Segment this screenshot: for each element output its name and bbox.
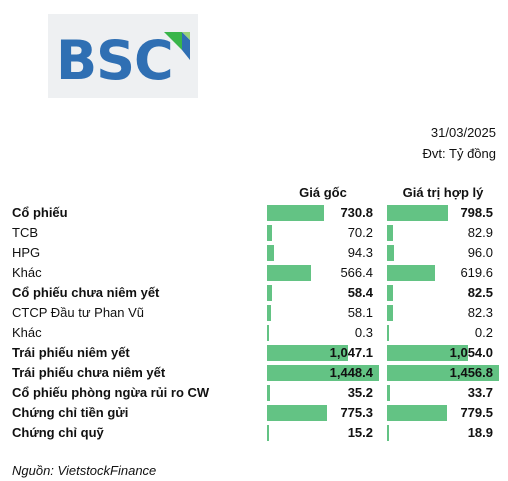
table-row: Chứng chỉ tiền gửi 775.3 779.5 — [0, 403, 508, 423]
value-fair-value: 0.2 — [474, 325, 493, 340]
source-note: Nguồn: VietstockFinance — [12, 463, 157, 478]
value-fair-value: 82.9 — [467, 225, 493, 240]
row-label: Cổ phiếu chưa niêm yết — [12, 285, 160, 300]
row-label: Cổ phiếu — [12, 205, 68, 220]
value-cost: 35.2 — [347, 385, 373, 400]
report-date: 31/03/2025 — [430, 125, 496, 140]
row-label: Trái phiếu niêm yết — [12, 345, 130, 360]
bar-cost — [267, 425, 269, 441]
logo-text: BSC — [56, 29, 174, 92]
table-row: Khác 0.3 0.2 — [0, 323, 508, 343]
bar-cost — [267, 385, 270, 401]
table-row: CTCP Đầu tư Phan Vũ 58.1 82.3 — [0, 303, 508, 323]
bar-cost — [267, 265, 311, 281]
value-fair-value: 18.9 — [467, 425, 493, 440]
logo-mark-icon — [164, 32, 190, 60]
unit-label: Đvt: Tỷ đồng — [422, 146, 496, 161]
value-fair-value: 96.0 — [467, 245, 493, 260]
value-fair-value: 779.5 — [460, 405, 493, 420]
table-row: Cổ phiếu phòng ngừa rủi ro CW 35.2 33.7 — [0, 383, 508, 403]
table-row: Trái phiếu chưa niêm yết 1,448.4 1,456.8 — [0, 363, 508, 383]
value-cost: 15.2 — [347, 425, 373, 440]
value-fair-value: 619.6 — [460, 265, 493, 280]
value-cost: 730.8 — [340, 205, 373, 220]
row-label: Khác — [12, 265, 42, 280]
row-label: Cổ phiếu phòng ngừa rủi ro CW — [12, 385, 210, 400]
row-label: Khác — [12, 325, 42, 340]
table-row: Khác 566.4 619.6 — [0, 263, 508, 283]
bar-cost — [267, 285, 272, 301]
bar-fair-value — [387, 405, 447, 421]
row-label: Chứng chỉ quỹ — [12, 425, 104, 440]
bar-cost — [267, 405, 327, 421]
value-fair-value: 33.7 — [467, 385, 493, 400]
bar-cost — [267, 245, 275, 261]
bar-fair-value — [387, 205, 449, 221]
bar-fair-value — [387, 305, 394, 321]
bar-fair-value — [387, 285, 394, 301]
row-label: HPG — [12, 245, 41, 260]
bar-cost — [267, 365, 379, 381]
value-fair-value: 798.5 — [460, 205, 493, 220]
bar-cost — [267, 225, 273, 241]
bar-cost — [267, 345, 348, 361]
bar-fair-value — [387, 245, 395, 261]
table-row: TCB 70.2 82.9 — [0, 223, 508, 243]
bar-fair-value — [387, 425, 389, 441]
row-label: Chứng chỉ tiền gửi — [12, 405, 129, 420]
bar-cost — [267, 205, 324, 221]
bar-fair-value — [387, 225, 394, 241]
value-cost: 58.1 — [347, 305, 373, 320]
value-cost: 566.4 — [340, 265, 373, 280]
value-cost: 1,448.4 — [329, 365, 373, 380]
bar-fair-value — [387, 345, 469, 361]
table-row: Cổ phiếu 730.8 798.5 — [0, 203, 508, 223]
column-header-fair-value: Giá trị hợp lý — [402, 185, 484, 200]
table-row: Trái phiếu niêm yết 1,047.1 1,054.0 — [0, 343, 508, 363]
value-cost: 775.3 — [340, 405, 373, 420]
value-cost: 58.4 — [347, 285, 373, 300]
column-header-cost: Giá gốc — [299, 185, 347, 200]
value-fair-value: 1,456.8 — [449, 365, 493, 380]
value-fair-value: 82.3 — [467, 305, 493, 320]
row-label: TCB — [12, 225, 38, 240]
value-cost: 70.2 — [347, 225, 373, 240]
row-label: CTCP Đầu tư Phan Vũ — [12, 305, 145, 320]
bar-fair-value — [387, 325, 389, 341]
value-cost: 0.3 — [354, 325, 373, 340]
table-row: Chứng chỉ quỹ 15.2 18.9 — [0, 423, 508, 443]
bar-fair-value — [387, 385, 390, 401]
table-row: HPG 94.3 96.0 — [0, 243, 508, 263]
brand-logo: BSC — [48, 14, 198, 98]
bar-fair-value — [387, 265, 435, 281]
value-fair-value: 82.5 — [467, 285, 493, 300]
row-label: Trái phiếu chưa niêm yết — [12, 365, 166, 380]
value-cost: 1,047.1 — [329, 345, 373, 360]
table-row: Cổ phiếu chưa niêm yết 58.4 82.5 — [0, 283, 508, 303]
value-cost: 94.3 — [347, 245, 373, 260]
value-fair-value: 1,054.0 — [449, 345, 493, 360]
bar-cost — [267, 305, 272, 321]
bar-fair-value — [387, 365, 499, 381]
bar-cost — [267, 325, 269, 341]
